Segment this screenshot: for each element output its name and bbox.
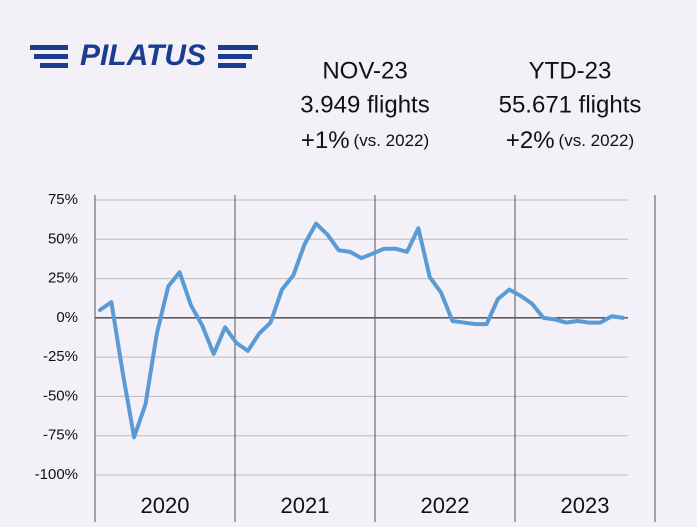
ytd-flights: 55.671 flights (499, 91, 642, 118)
y-tick-label: -25% (43, 348, 78, 365)
x-tick-label: 2023 (561, 493, 610, 518)
line (98, 221, 626, 440)
change: +1% (301, 127, 350, 154)
month-change: +1% (vs. 2022) (301, 127, 429, 154)
y-tick-label: 75% (48, 191, 78, 208)
y-tick-label: 50% (48, 230, 78, 247)
y-tick-label: 25% (48, 270, 78, 287)
ytd-title: YTD-23 (529, 57, 612, 84)
note: (vs. 2022) (354, 131, 430, 150)
y-tick-label: 0% (56, 309, 78, 326)
y-tick-label: -100% (35, 466, 78, 483)
ytd-change: +2% (vs. 2022) (506, 127, 634, 154)
logo-text: PILATUS (80, 39, 206, 72)
note: (vs. 2022) (559, 131, 635, 150)
logo (30, 45, 258, 68)
month-flights: 3.949 flights (300, 91, 429, 118)
x-tick-label: 2020 (141, 493, 190, 518)
y-tick-label: -50% (43, 387, 78, 404)
change: +2% (506, 127, 555, 154)
x-tick-label: 2021 (281, 493, 330, 518)
y-tick-label: -75% (43, 427, 78, 444)
month-title: NOV-23 (322, 57, 407, 84)
x-tick-label: 2022 (421, 493, 470, 518)
